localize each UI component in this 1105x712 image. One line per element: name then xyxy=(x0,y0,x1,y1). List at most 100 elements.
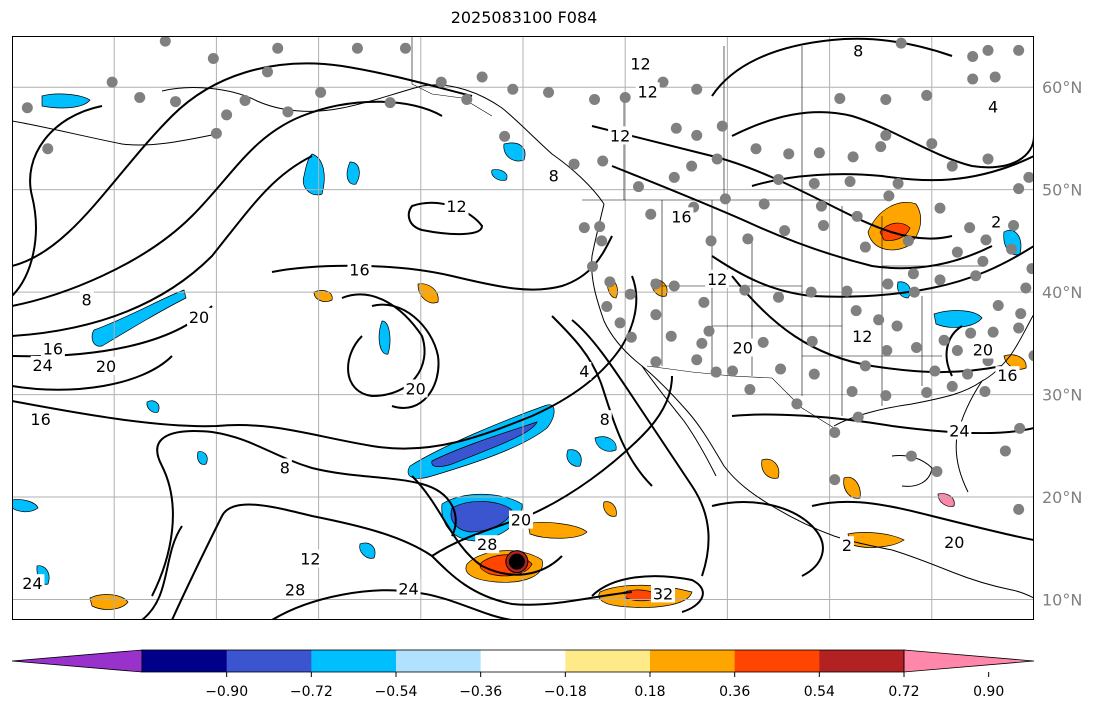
colorbar: −0.90 −0.72 −0.54 −0.36 −0.18 0.18 0.36 0.54 0.7… xyxy=(11,649,1035,700)
station-dot xyxy=(880,94,892,106)
contour-line xyxy=(411,475,563,576)
contour-line xyxy=(12,155,313,337)
contour-label-bg xyxy=(30,355,55,374)
contour-label: 24 xyxy=(32,356,52,375)
colorbar-segment xyxy=(396,650,482,672)
contour-line xyxy=(731,111,1034,169)
colorbar-frame xyxy=(141,649,905,673)
colorbar-tick-label: 0.18 xyxy=(634,684,665,700)
station-dot xyxy=(604,276,616,288)
station-dot xyxy=(910,341,922,353)
station-dot xyxy=(134,91,146,103)
station-dot xyxy=(703,325,715,337)
station-dot xyxy=(921,89,933,101)
coastline-yucatan xyxy=(891,455,933,487)
colorbar-tick-label: 0.72 xyxy=(888,684,919,700)
station-dot xyxy=(499,130,511,142)
station-dot xyxy=(938,334,950,346)
shade-region xyxy=(146,400,160,413)
contour-line xyxy=(571,319,710,577)
colorbar-segment xyxy=(480,650,566,672)
contour-label-bg xyxy=(669,207,694,226)
station-dot xyxy=(668,280,680,292)
contour-label: 8 xyxy=(280,458,290,477)
station-dot xyxy=(815,200,827,212)
station-dot xyxy=(1013,503,1025,515)
shade-region xyxy=(12,499,39,513)
station-dot xyxy=(1020,282,1032,294)
station-dot xyxy=(987,326,999,338)
latitude-tick-label: 10°N xyxy=(1042,591,1082,610)
station-dot xyxy=(773,291,784,303)
contour-label: 20 xyxy=(511,511,531,530)
shade-region xyxy=(91,289,187,347)
station-dot xyxy=(1028,350,1034,362)
coastlines xyxy=(12,84,1034,599)
station-dot xyxy=(207,53,219,65)
contour-line xyxy=(341,293,426,398)
station-dot xyxy=(1023,171,1034,183)
contour-line xyxy=(12,355,173,391)
station-dot xyxy=(596,235,608,247)
colorbar-tick-label: −0.54 xyxy=(375,684,418,700)
latitude-tick-label: 40°N xyxy=(1042,283,1082,302)
station-dot xyxy=(881,345,893,357)
contour-label-bg xyxy=(628,54,653,73)
contour-label: 24 xyxy=(22,574,42,593)
station-dot xyxy=(859,241,871,253)
contour-line xyxy=(151,430,457,597)
station-dot xyxy=(783,148,795,160)
contour-label-bg xyxy=(396,579,421,598)
contour-line xyxy=(611,165,993,270)
contour-label-bg xyxy=(942,533,967,552)
station-dot xyxy=(170,96,182,108)
contour-label: 20 xyxy=(944,533,964,552)
station-dot xyxy=(813,147,825,159)
station-dot xyxy=(650,309,662,321)
contour-label-bg xyxy=(403,379,428,398)
station-dot xyxy=(384,97,396,109)
contour-label-bg xyxy=(851,41,866,60)
station-dot xyxy=(921,387,933,399)
colorbar-tick-label: −0.18 xyxy=(544,684,587,700)
contour-label: 28 xyxy=(285,580,305,599)
station-dot xyxy=(841,285,853,297)
station-dot xyxy=(951,246,963,258)
station-dot xyxy=(775,363,787,375)
contour-label-bg xyxy=(577,362,592,381)
station-dot xyxy=(739,284,751,296)
coastline-baja xyxy=(641,365,717,477)
station-dot xyxy=(902,235,914,247)
station-dot xyxy=(791,398,803,410)
shade-region xyxy=(761,458,780,479)
station-dot xyxy=(619,91,631,103)
station-dot xyxy=(272,42,284,54)
contour-line xyxy=(12,100,443,307)
contour-line xyxy=(945,325,963,377)
contour-label: 12 xyxy=(630,55,650,74)
station-dot xyxy=(806,335,818,347)
colorbar-segment xyxy=(565,650,651,672)
contour-label: 24 xyxy=(949,421,969,440)
colorbar-tick-label: 0.36 xyxy=(719,684,750,700)
station-dot xyxy=(716,120,728,132)
station-dot xyxy=(989,71,1001,83)
contour-label: 12 xyxy=(300,550,320,569)
station-dot xyxy=(934,202,946,214)
contour-label-bg xyxy=(986,97,1001,116)
station-dot xyxy=(594,221,606,233)
contour-label-bg xyxy=(989,212,1004,231)
contour-label-bg xyxy=(730,338,755,357)
station-dot xyxy=(852,411,864,423)
station-dot xyxy=(880,390,892,402)
contour-label-bg xyxy=(995,366,1020,385)
latitude-tick-label: 20°N xyxy=(1042,488,1082,507)
coastline-aleutians xyxy=(12,120,218,146)
shade-region xyxy=(603,501,617,517)
shade-region xyxy=(89,594,129,610)
colorbar-extend-min xyxy=(11,649,143,673)
station-dot xyxy=(744,383,756,395)
station-dot xyxy=(926,138,938,150)
station-dot xyxy=(686,160,698,172)
station-dot xyxy=(691,129,703,141)
